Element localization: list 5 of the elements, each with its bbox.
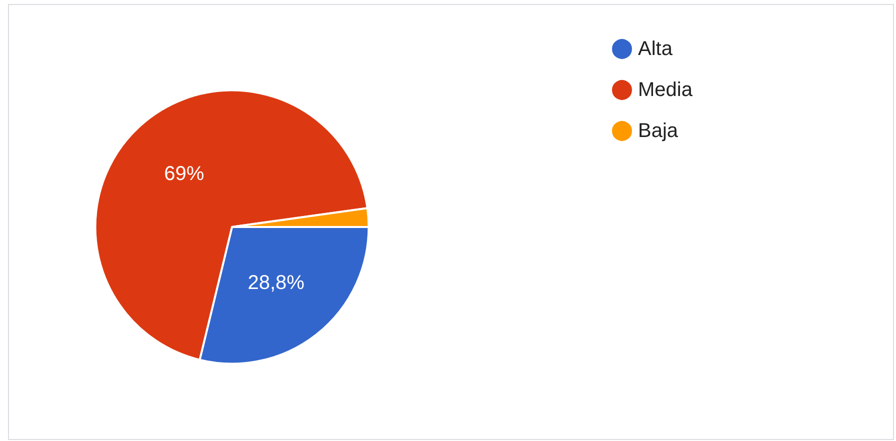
- data-label: 28,8%: [248, 272, 305, 294]
- data-label: 69%: [164, 163, 204, 186]
- legend-label: Media: [638, 79, 694, 101]
- legend-label: Alta: [638, 38, 674, 60]
- legend-label: Baja: [638, 120, 679, 142]
